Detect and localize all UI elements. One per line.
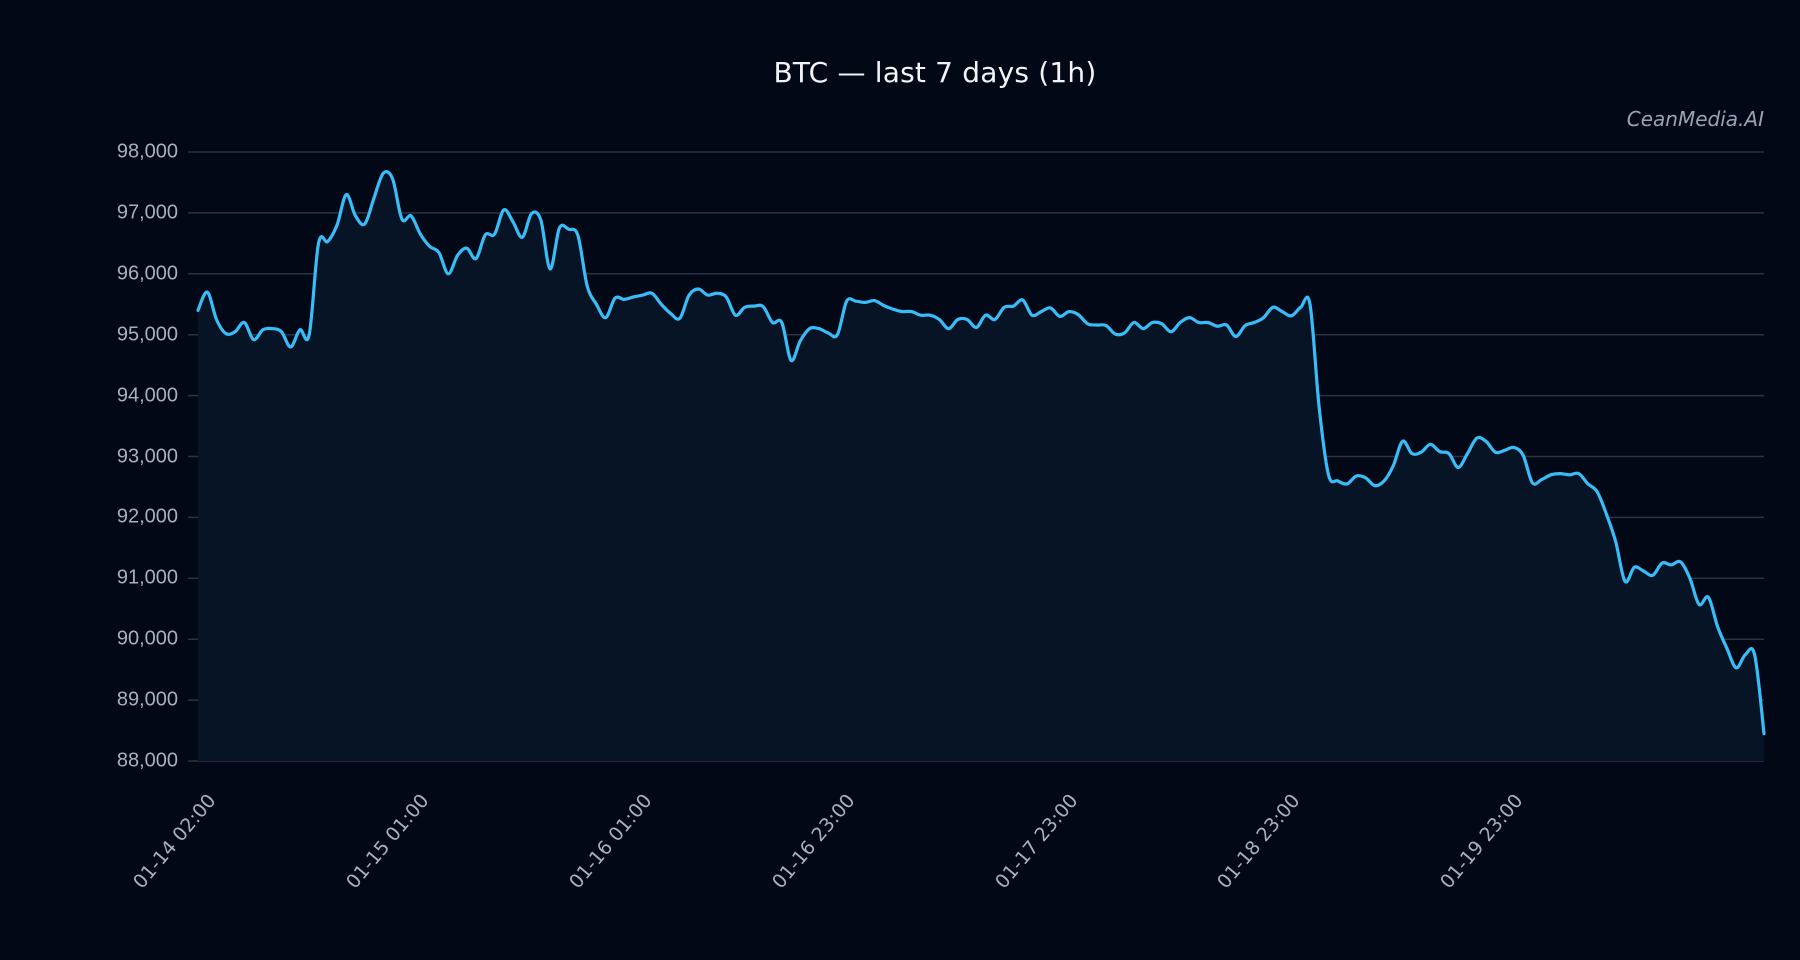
y-tick-label: 96,000	[116, 262, 178, 285]
y-tick-label: 95,000	[116, 323, 178, 346]
y-tick-label: 90,000	[116, 627, 178, 650]
y-tick-label: 92,000	[116, 505, 178, 528]
price-area-fill	[198, 171, 1764, 761]
watermark: CeanMedia.AI	[1626, 107, 1764, 131]
price-line	[196, 170, 1766, 736]
y-tick-label: 97,000	[116, 201, 178, 224]
y-tick-label: 93,000	[116, 445, 178, 467]
y-tick-label: 91,000	[116, 566, 178, 589]
y-tick-label: 94,000	[116, 384, 178, 407]
chart-title: BTC — last 7 days (1h)	[773, 56, 1097, 89]
y-tick-label: 88,000	[116, 749, 178, 772]
y-tick-label: 89,000	[116, 688, 178, 711]
y-tick-label: 98,000	[116, 140, 178, 163]
